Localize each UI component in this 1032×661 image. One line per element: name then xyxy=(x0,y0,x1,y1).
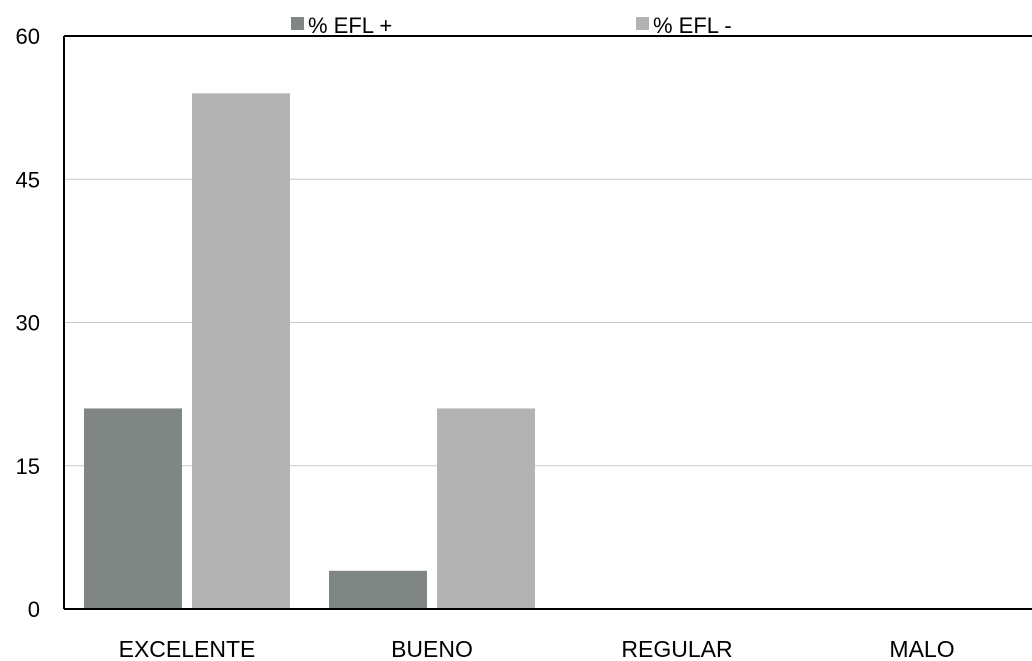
x-category-label-malo: MALO xyxy=(889,636,954,661)
y-axis-ticks: 0 15 30 45 60 xyxy=(16,24,40,622)
bar-excelente-series-1 xyxy=(84,408,182,609)
y-tick-label-45: 45 xyxy=(16,167,40,192)
x-axis-categories: EXCELENTE BUENO REGULAR MALO xyxy=(119,636,955,661)
legend: % EFL + % EFL - xyxy=(291,13,732,38)
y-tick-label-0: 0 xyxy=(28,597,40,622)
y-tick-label-60: 60 xyxy=(16,24,40,49)
bar-bueno-series-1 xyxy=(329,570,427,609)
y-tick-label-15: 15 xyxy=(16,454,40,479)
legend-swatch-2 xyxy=(636,17,649,30)
bar-excelente-series-2 xyxy=(192,93,290,610)
legend-swatch-1 xyxy=(291,17,304,30)
x-category-label-bueno: BUENO xyxy=(391,636,473,661)
x-category-label-excelente: EXCELENTE xyxy=(119,636,256,661)
x-category-label-regular: REGULAR xyxy=(621,636,732,661)
legend-label-1: % EFL + xyxy=(308,13,392,38)
legend-label-2: % EFL - xyxy=(653,13,732,38)
bars xyxy=(84,93,535,610)
bar-bueno-series-2 xyxy=(437,408,535,609)
y-tick-label-30: 30 xyxy=(16,311,40,336)
axes xyxy=(63,35,1032,610)
